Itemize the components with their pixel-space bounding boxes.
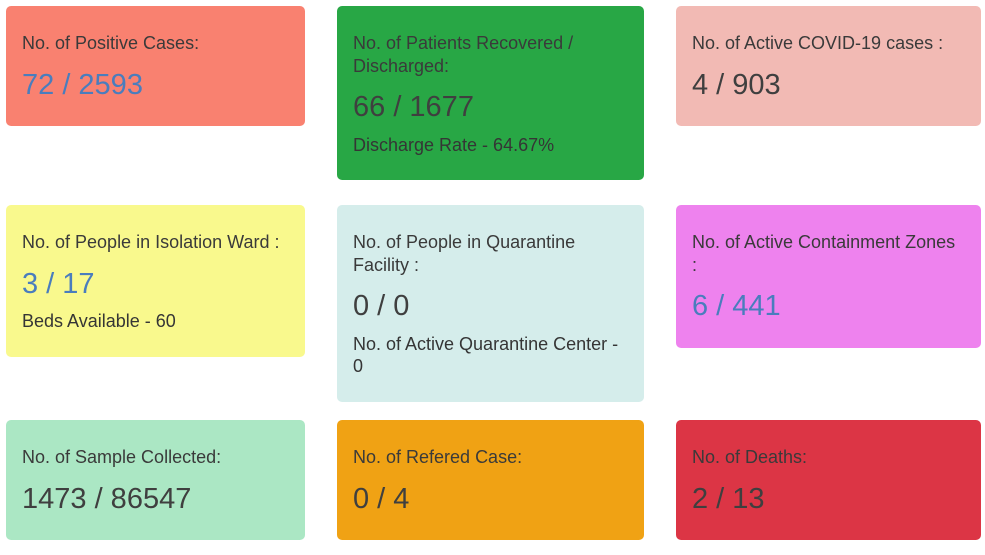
card-isolation-ward: No. of People in Isolation Ward : 3 / 17… (6, 205, 305, 357)
card-recovered-discharged: No. of Patients Recovered / Discharged: … (337, 6, 644, 181)
card-containment-zones: No. of Active Containment Zones : 6 / 44… (676, 205, 981, 348)
card-title: No. of Patients Recovered / Discharged: (353, 33, 574, 76)
card-value: 3 / 17 (22, 267, 95, 300)
card-positive-cases: No. of Positive Cases: 72 / 2593 (6, 6, 305, 127)
card-sample-collected: No. of Sample Collected: 1473 / 86547 (6, 420, 305, 541)
card-title: No. of Deaths: (692, 447, 808, 467)
card-value: 6 / 441 (692, 290, 781, 322)
card-subtitle: Beds Available - 60 (22, 311, 176, 332)
card-title: No. of Positive Cases: (22, 33, 200, 53)
card-title: No. of Sample Collected: (22, 447, 222, 467)
card-quarantine-facility: No. of People in Quarantine Facility : 0… (337, 205, 644, 402)
card-refered-case: No. of Refered Case: 0 / 4 (337, 420, 644, 541)
card-value: 0 / 4 (353, 482, 410, 515)
card-value: 4 / 903 (692, 68, 781, 101)
card-subtitle: No. of Active Quarantine Center - 0 (353, 333, 619, 377)
card-title: No. of Refered Case: (353, 447, 523, 467)
card-active-cases: No. of Active COVID-19 cases : 4 / 903 (676, 6, 981, 127)
card-title: No. of Active Containment Zones : (692, 232, 956, 275)
card-title: No. of Active COVID-19 cases : (692, 33, 944, 53)
card-subtitle: Discharge Rate - 64.67% (353, 134, 555, 155)
card-title: No. of People in Isolation Ward : (22, 232, 280, 252)
card-value: 0 / 0 (353, 290, 410, 322)
card-value: 72 / 2593 (22, 68, 143, 101)
card-value: 2 / 13 (692, 482, 765, 515)
card-value: 1473 / 86547 (22, 482, 192, 515)
card-title: No. of People in Quarantine Facility : (353, 232, 576, 275)
card-deaths: No. of Deaths: 2 / 13 (676, 420, 981, 541)
card-value: 66 / 1677 (353, 91, 474, 123)
